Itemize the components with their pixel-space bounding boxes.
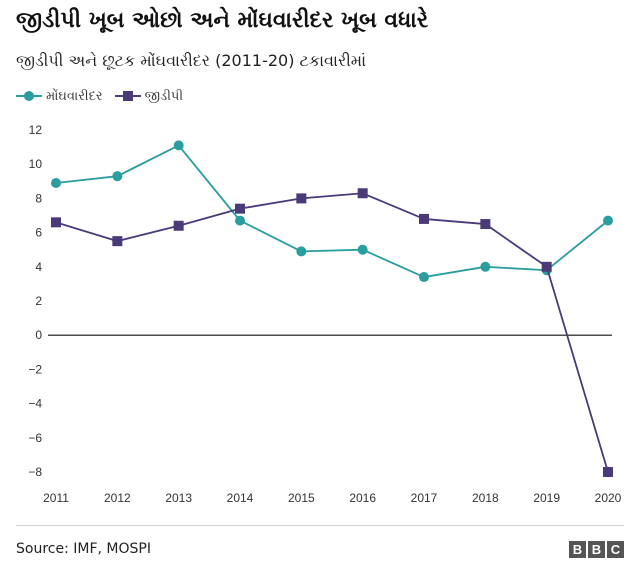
legend-label-inflation: મોંઘવારીદર <box>46 88 103 104</box>
x-tick-label: 2013 <box>165 491 192 505</box>
inflation-point <box>112 171 123 182</box>
footer-divider <box>16 525 624 526</box>
square-marker-icon <box>114 89 141 103</box>
y-tick-label: −4 <box>28 397 42 411</box>
y-tick-label: 12 <box>29 123 43 137</box>
circle-marker-icon <box>16 89 42 103</box>
chart-legend: મોંઘવારીદર જીડીપી <box>16 86 195 106</box>
inflation-point <box>296 246 307 257</box>
inflation-point <box>480 261 491 272</box>
gdp-point <box>480 219 491 230</box>
gdp-point <box>603 467 613 477</box>
x-tick-label: 2014 <box>227 491 254 505</box>
inflation-point <box>235 215 245 226</box>
x-tick-label: 2019 <box>533 491 560 505</box>
gdp-point <box>541 261 552 272</box>
x-tick-label: 2017 <box>411 491 438 505</box>
gdp-point <box>419 213 429 224</box>
gdp-point <box>173 220 184 231</box>
logo-letter: C <box>607 541 624 558</box>
source-note: Source: IMF, MOSPI <box>16 541 151 557</box>
x-tick-label: 2011 <box>43 491 69 505</box>
y-tick-label: −6 <box>28 431 42 445</box>
y-tick-label: 8 <box>35 191 42 205</box>
x-tick-label: 2012 <box>104 491 131 505</box>
gdp-point <box>296 193 307 204</box>
logo-letter: B <box>588 541 605 558</box>
legend-item-gdp: જીડીપી <box>114 88 184 104</box>
gdp-point <box>357 188 368 199</box>
gdp-point <box>51 217 61 228</box>
gdp-point <box>112 236 123 247</box>
inflation-point <box>419 272 429 283</box>
x-tick-label: 2018 <box>472 491 499 505</box>
gdp-point <box>235 203 245 214</box>
x-tick-label: 2020 <box>595 491 622 505</box>
inflation-point <box>603 215 613 226</box>
y-tick-label: 2 <box>35 294 42 308</box>
bbc-logo: B B C <box>567 541 624 558</box>
y-tick-label: 10 <box>29 157 43 171</box>
legend-label-gdp: જીડીપી <box>144 88 184 104</box>
x-tick-label: 2016 <box>349 491 376 505</box>
logo-letter: B <box>569 541 586 558</box>
y-tick-label: −2 <box>28 362 42 376</box>
legend-item-inflation: મોંઘવારીદર <box>16 89 103 104</box>
y-tick-label: −8 <box>28 465 42 479</box>
series-line-inflation <box>55 144 609 278</box>
x-tick-label: 2015 <box>288 491 315 505</box>
y-tick-label: 0 <box>35 328 42 342</box>
series-line-gdp <box>55 192 609 473</box>
inflation-point <box>51 178 61 189</box>
inflation-point <box>173 140 184 151</box>
y-tick-label: 4 <box>35 260 42 274</box>
chart-title: જીડીપી ખૂબ ઓછો અને મોંઘવારીદર ખૂબ વધારે <box>16 8 429 33</box>
y-tick-label: 6 <box>35 226 42 240</box>
inflation-point <box>357 244 368 255</box>
chart-subtitle: જીડીપી અને છૂટક મોંઘવારીદર (2011-20) ટકા… <box>16 51 367 70</box>
